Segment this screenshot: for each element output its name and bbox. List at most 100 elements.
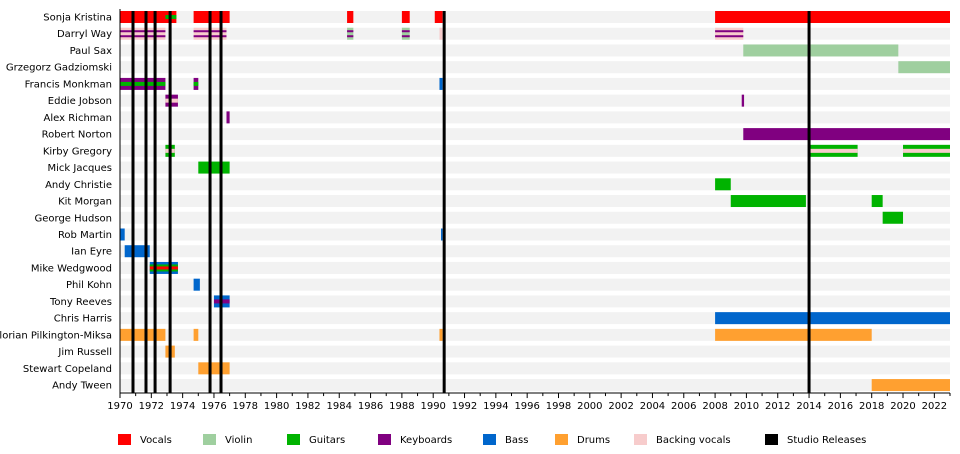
- x-tick-label: 2010: [734, 401, 759, 412]
- legend-swatch: [378, 434, 391, 445]
- member-bar: [743, 44, 899, 57]
- member-label: Darryl Way: [57, 29, 112, 40]
- member-bar: [124, 245, 150, 258]
- member-bar: [715, 328, 872, 341]
- member-label: Florian Pilkington-Miksa: [0, 330, 112, 341]
- studio-release-line: [168, 11, 172, 394]
- row-background: [120, 111, 950, 124]
- x-tick-label: 1980: [264, 401, 289, 412]
- x-tick-label: 1994: [483, 401, 508, 412]
- legend-swatch: [287, 434, 300, 445]
- member-bar: [226, 111, 230, 124]
- legend-label: Backing vocals: [656, 435, 731, 446]
- bar-stripe: [193, 81, 199, 86]
- member-bar: [441, 228, 443, 241]
- bar-line: [715, 35, 744, 38]
- x-tick-label: 2016: [828, 401, 853, 412]
- x-tick-label: 1986: [358, 401, 383, 412]
- member-bar: [193, 328, 199, 341]
- member-bar: [715, 11, 950, 23]
- x-tick-label: 1996: [514, 401, 539, 412]
- member-bar: [198, 362, 230, 375]
- member-label: Ian Eyre: [71, 247, 112, 258]
- member-bar: [193, 11, 230, 23]
- member-bar: [439, 27, 443, 40]
- legend-label: Vocals: [140, 435, 172, 446]
- row-background: [120, 44, 950, 57]
- legend-swatch: [203, 434, 216, 445]
- member-bar: [741, 94, 745, 107]
- bar-line: [715, 30, 744, 33]
- row-background: [120, 245, 950, 258]
- row-background: [120, 27, 950, 40]
- bar-line: [120, 35, 166, 38]
- studio-release-line: [131, 11, 135, 394]
- member-bar: [898, 61, 950, 74]
- member-bar: [439, 77, 443, 90]
- x-tick-label: 2004: [640, 401, 665, 412]
- legend-label: Drums: [577, 435, 610, 446]
- member-label: Robert Norton: [42, 130, 112, 141]
- bar-stripe: [149, 265, 178, 270]
- bar-stripe: [903, 148, 950, 153]
- x-tick-label: 2018: [859, 401, 884, 412]
- legend-swatch: [634, 434, 647, 445]
- bar-line: [347, 35, 354, 38]
- legend-swatch: [765, 434, 778, 445]
- x-tick-label: 2012: [765, 401, 790, 412]
- row-background: [120, 278, 950, 291]
- studio-release-line: [144, 11, 148, 394]
- member-bar: [120, 228, 125, 241]
- bar-line: [401, 35, 410, 38]
- bar-line: [401, 30, 410, 33]
- member-label: Kit Morgan: [58, 197, 112, 208]
- bar-line: [347, 30, 354, 33]
- legend-label: Guitars: [309, 435, 345, 446]
- bar-line: [149, 264, 178, 267]
- member-bar: [120, 328, 166, 341]
- row-background: [120, 195, 950, 208]
- member-bar: [882, 211, 904, 224]
- x-tick-label: 1970: [107, 401, 132, 412]
- member-label: Alex Richman: [44, 113, 112, 124]
- x-tick-label: 2020: [890, 401, 915, 412]
- member-label: Andy Tween: [52, 381, 112, 392]
- x-tick-label: 2014: [796, 401, 821, 412]
- legend-swatch: [118, 434, 131, 445]
- legend-label: Keyboards: [400, 435, 452, 446]
- member-bar: [401, 11, 410, 23]
- member-bar: [715, 27, 744, 40]
- studio-release-line: [208, 11, 212, 394]
- bar-stripe: [165, 98, 178, 103]
- studio-release-line: [442, 11, 446, 394]
- row-background: [120, 128, 950, 141]
- member-bar: [871, 379, 950, 392]
- member-label: Tony Reeves: [49, 297, 112, 308]
- x-tick-label: 1974: [170, 401, 195, 412]
- x-tick-label: 1990: [420, 401, 445, 412]
- member-bar: [439, 328, 443, 341]
- x-tick-label: 2008: [702, 401, 727, 412]
- x-tick-label: 1984: [327, 401, 352, 412]
- member-bar: [120, 27, 166, 40]
- member-label: Rob Martin: [58, 230, 112, 241]
- member-label: Sonja Kristina: [43, 13, 112, 24]
- member-bar: [347, 11, 354, 23]
- studio-release-line: [219, 11, 223, 394]
- legend-label: Violin: [225, 435, 252, 446]
- row-background: [120, 379, 950, 392]
- x-tick-label: 1978: [233, 401, 258, 412]
- member-label: George Hudson: [34, 213, 112, 224]
- studio-release-line: [807, 11, 811, 394]
- member-bar: [193, 278, 200, 291]
- bar-stripe: [120, 81, 166, 86]
- bar-line: [149, 269, 178, 272]
- member-bar: [715, 312, 950, 325]
- row-background: [120, 228, 950, 241]
- legend-swatch: [555, 434, 568, 445]
- member-label: Andy Christie: [45, 180, 112, 191]
- legend-label: Bass: [505, 435, 528, 446]
- row-background: [120, 178, 950, 191]
- row-background: [120, 144, 950, 157]
